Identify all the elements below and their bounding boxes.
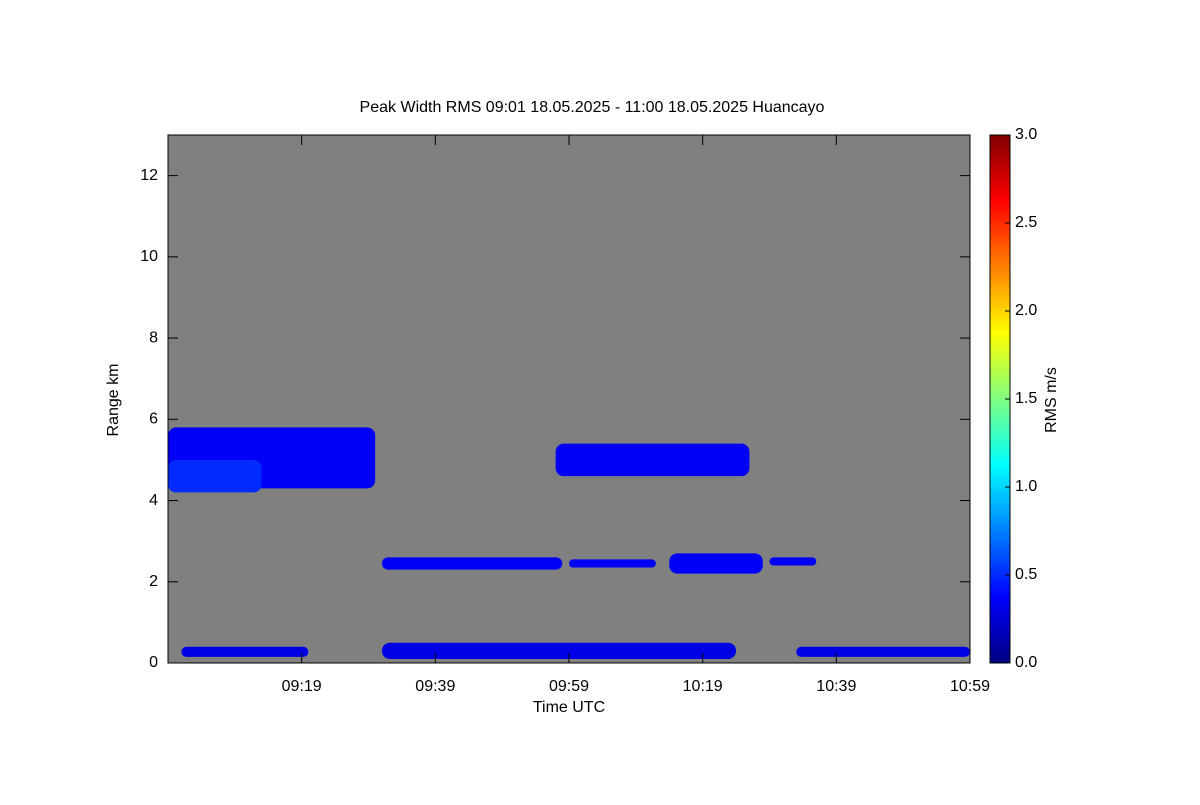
echo-patch <box>769 557 817 566</box>
colorbar-tick-label: 1.5 <box>1015 390 1037 407</box>
x-tick-label: 09:39 <box>415 678 455 695</box>
y-tick-label: 2 <box>149 573 158 590</box>
colorbar-tick-label: 2.0 <box>1015 302 1037 319</box>
y-tick-label: 0 <box>149 654 158 671</box>
x-tick-label: 09:19 <box>282 678 322 695</box>
colorbar-tick-label: 2.5 <box>1015 214 1037 231</box>
echo-patch <box>181 646 309 657</box>
y-tick-label: 8 <box>149 329 158 346</box>
colorbar-label: RMS m/s <box>1043 367 1060 433</box>
plot-background <box>168 135 970 663</box>
y-tick-label: 4 <box>149 492 158 509</box>
echo-patch <box>569 559 656 568</box>
y-axis-label: Range km <box>105 364 122 437</box>
echo-patch <box>555 443 750 477</box>
x-axis-label: Time UTC <box>533 699 605 716</box>
y-tick-label: 10 <box>140 248 158 265</box>
colorbar-tick-label: 0.0 <box>1015 654 1037 671</box>
data-layer <box>168 427 970 659</box>
x-tick-label: 09:59 <box>549 678 589 695</box>
echo-patch <box>168 459 262 493</box>
colorbar-tick-label: 1.0 <box>1015 478 1037 495</box>
colorbar-tick-label: 3.0 <box>1015 126 1037 143</box>
echo-patch <box>381 557 563 570</box>
colorbar-tick-label: 0.5 <box>1015 566 1037 583</box>
chart-title: Peak Width RMS 09:01 18.05.2025 - 11:00 … <box>360 99 825 116</box>
y-tick-label: 12 <box>140 167 158 184</box>
y-tick-label: 6 <box>149 411 158 428</box>
echo-patch <box>796 646 970 657</box>
x-tick-label: 10:59 <box>950 678 990 695</box>
x-tick-label: 10:39 <box>816 678 856 695</box>
echo-patch <box>381 642 737 659</box>
x-tick-label: 10:19 <box>683 678 723 695</box>
echo-patch <box>669 553 763 574</box>
